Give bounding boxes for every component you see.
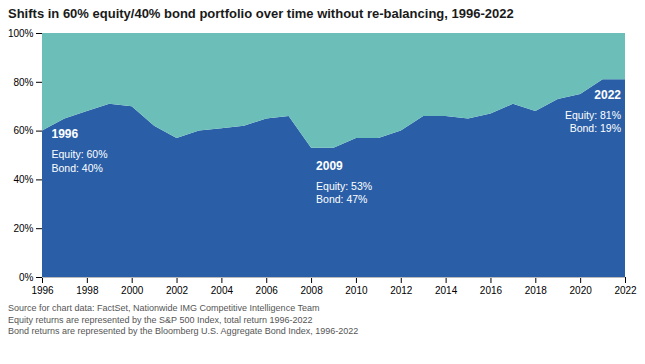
- html-text:Shifts in 60% equity/40% bond: Shifts in 60% equity/40% bond portfolio …: [8, 6, 514, 21]
- svg-text:2014: 2014: [435, 285, 458, 296]
- svg-text:2022: 2022: [614, 285, 637, 296]
- svg-text:2006: 2006: [256, 285, 279, 296]
- svg-text:40%: 40%: [13, 174, 33, 185]
- svg-text:2012: 2012: [390, 285, 413, 296]
- html-text:Equity returns are represented: Equity returns are represented by the S&…: [8, 314, 313, 325]
- html-text:Bond returns are represented b: Bond returns are represented by the Bloo…: [8, 326, 359, 337]
- svg-text:1998: 1998: [76, 285, 99, 296]
- svg-text:2018: 2018: [525, 285, 548, 296]
- svg-text:Equity: 60%Bond: 40%: Equity: 60%Bond: 40%: [51, 148, 107, 174]
- svg-text:80%: 80%: [13, 77, 33, 88]
- svg-text:60%: 60%: [13, 125, 33, 136]
- svg-text:2000: 2000: [121, 285, 144, 296]
- svg-text:1996: 1996: [31, 285, 54, 296]
- svg-text:0%: 0%: [19, 272, 34, 283]
- svg-text:2016: 2016: [480, 285, 503, 296]
- svg-text:2020: 2020: [570, 285, 593, 296]
- svg-text:Equity: 81%Bond: 19%: Equity: 81%Bond: 19%: [565, 109, 621, 135]
- svg-text:Equity: 53%Bond: 47%: Equity: 53%Bond: 47%: [316, 180, 372, 206]
- svg-text:20%: 20%: [13, 223, 33, 234]
- svg-text:1996: 1996: [51, 127, 78, 141]
- svg-text:2010: 2010: [345, 285, 368, 296]
- svg-text:100%: 100%: [8, 28, 34, 39]
- svg-text:2009: 2009: [316, 159, 343, 173]
- html-text:Source for chart data: FactSet: Source for chart data: FactSet, Nationwi…: [8, 303, 320, 313]
- svg-text:2022: 2022: [594, 88, 621, 102]
- svg-text:2002: 2002: [166, 285, 189, 296]
- svg-text:2004: 2004: [211, 285, 234, 296]
- svg-text:2008: 2008: [300, 285, 323, 296]
